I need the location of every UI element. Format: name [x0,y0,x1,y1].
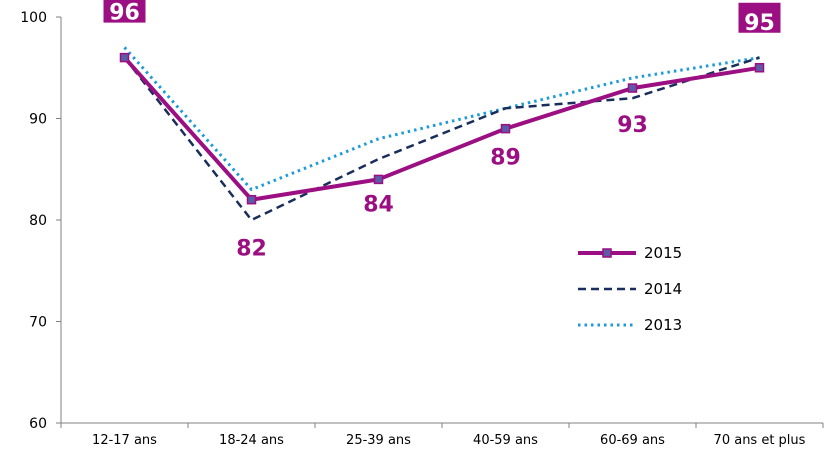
data-label: 84 [363,192,394,217]
series-line-2014 [123,56,760,222]
x-tick-label: 60-69 ans [600,433,665,448]
data-point-2015 [119,52,130,63]
y-tick-label: 100 [20,10,47,26]
data-point-2015 [246,194,257,205]
data-label: 96 [109,1,140,26]
x-tick-label: 25-39 ans [346,433,411,448]
series-line-2015 [123,56,760,202]
data-point-2015 [627,83,638,93]
legend-label-2014: 2014 [644,280,682,298]
data-label: 82 [236,237,267,262]
data-label: 93 [617,113,648,138]
data-label: 95 [744,11,775,36]
data-label-box [738,2,781,33]
legend-marker [602,248,612,258]
y-tick-label: 70 [29,315,47,331]
data-point-2015 [373,174,384,185]
axes: 60 70 80 90 100 12-17 ans 18-24 ans 25-39 ans 40… [20,10,824,448]
x-tick-label: 18-24 ans [219,433,284,448]
data-labels: 96 82 84 89 93 95 [103,0,781,262]
y-tick-label: 80 [29,213,47,229]
data-label-box [103,0,146,23]
x-tick-label: 40-59 ans [473,433,538,448]
data-label: 89 [490,146,521,171]
data-point-2015 [754,63,765,73]
data-point-2015 [500,123,511,134]
series-line-2013 [123,46,760,192]
series-layer [119,46,765,222]
legend-label-2013: 2013 [644,316,682,334]
legend-label-2015: 2015 [644,244,682,262]
legend: 2015 2014 2013 [578,244,682,334]
y-tick-label: 60 [29,416,47,432]
y-tick-label: 90 [29,112,47,128]
x-tick-label: 12-17 ans [92,433,157,448]
x-tick-label: 70 ans et plus [714,433,806,448]
